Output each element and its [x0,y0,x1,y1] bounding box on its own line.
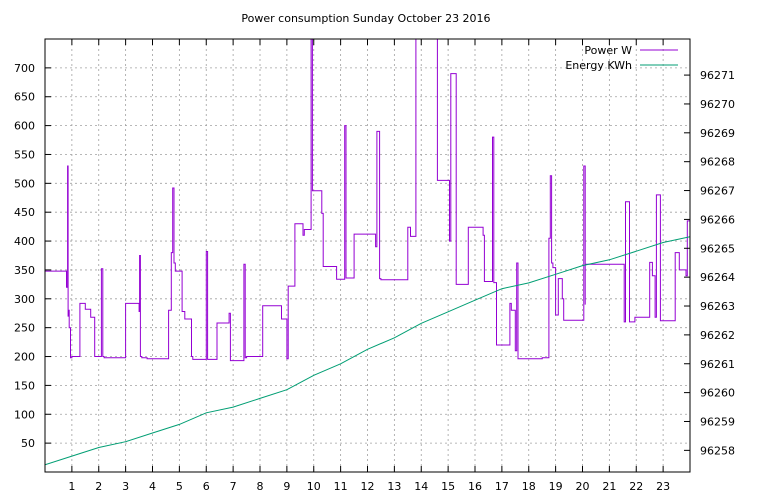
y2-tick-label: 96260 [700,387,735,400]
y-tick-label: 400 [14,235,35,248]
x-tick-label: 13 [387,480,401,493]
y2-tick-label: 96266 [700,213,735,226]
y-tick-label: 350 [14,264,35,277]
x-tick-label: 17 [495,480,509,493]
y2-tick-label: 96269 [700,127,735,140]
y-tick-label: 50 [21,437,35,450]
x-tick-label: 12 [361,480,375,493]
y-tick-label: 250 [14,322,35,335]
y-tick-label: 500 [14,177,35,190]
x-tick-label: 19 [549,480,563,493]
x-tick-label: 9 [283,480,290,493]
x-tick-label: 2 [95,480,102,493]
y-tick-label: 600 [14,120,35,133]
x-tick-label: 10 [307,480,321,493]
chart-title: Power consumption Sunday October 23 2016 [241,12,490,25]
y-tick-label: 300 [14,293,35,306]
legend: Power W Energy KWh [565,44,678,72]
y2-tick-label: 96262 [700,329,735,342]
y-tick-label: 200 [14,351,35,364]
y-tick-label: 550 [14,148,35,161]
x-tick-label: 11 [334,480,348,493]
x-tick-label: 5 [176,480,183,493]
series-layer [45,39,690,466]
y2-tick-label: 96259 [700,415,735,428]
y2-tick-label: 96268 [700,156,735,169]
y-tick-label: 100 [14,408,35,421]
x-tick-label: 4 [149,480,156,493]
series-line-power-w [45,39,690,362]
x-tick-label: 20 [576,480,590,493]
y-tick-label: 450 [14,206,35,219]
y2-tick-label: 96267 [700,185,735,198]
x-tick-label: 16 [468,480,482,493]
y2-tick-label: 96264 [700,271,735,284]
x-tick-label: 21 [602,480,616,493]
x-tick-label: 18 [522,480,536,493]
y-tick-label: 650 [14,91,35,104]
legend-label-energy-kwh: Energy KWh [565,59,632,72]
x-tick-label: 8 [257,480,264,493]
x-tick-label: 22 [629,480,643,493]
grid-layer [45,39,690,472]
x-tick-label: 23 [656,480,670,493]
y2-tick-label: 96263 [700,300,735,313]
y2-tick-label: 96270 [700,98,735,111]
x-tick-label: 6 [203,480,210,493]
y-tick-label: 150 [14,379,35,392]
series-line-energy-kwh [45,236,690,466]
x-tick-label: 1 [68,480,75,493]
y2-tick-label: 96258 [700,444,735,457]
y-tick-label: 700 [14,62,35,75]
y2-tick-label: 96265 [700,242,735,255]
ticks-layer: 1 2 3 4 5 6 7 8 9 10 11 12 13 14 15 16 17 18 19 20 21 22 23501… [14,39,735,493]
x-tick-label: 15 [441,480,455,493]
y2-tick-label: 96261 [700,358,735,371]
y2-tick-label: 96271 [700,69,735,82]
x-tick-label: 3 [122,480,129,493]
x-tick-label: 14 [414,480,428,493]
legend-label-power-w: Power W [584,44,632,57]
x-tick-label: 7 [230,480,237,493]
